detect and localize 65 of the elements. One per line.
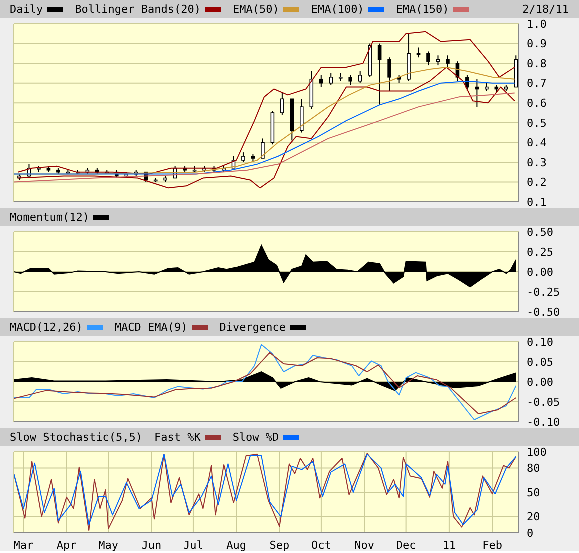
line-series: [14, 352, 517, 414]
candlestick: [358, 70, 362, 84]
y-tick-label: 0.2: [527, 176, 547, 190]
text: 2/18/11: [522, 2, 569, 16]
legend-label: Daily: [10, 2, 44, 16]
chart-title: Slow Stochastic(5,5): [10, 430, 142, 444]
y-tick-label: 50: [527, 486, 540, 500]
x-tick-label: May: [98, 538, 119, 552]
y-tick-label: 0.00: [527, 266, 554, 279]
x-tick-label: Nov: [354, 538, 375, 552]
x-tick-label: 11: [442, 538, 456, 552]
x-tick-label: Jul: [184, 538, 204, 552]
legend-label: Momentum(12): [10, 210, 90, 224]
candlestick: [300, 98, 304, 134]
y-tick-label: 0.00: [527, 376, 554, 389]
x-tick-label: Sep: [270, 538, 290, 552]
x-tick-label: Dec: [396, 538, 416, 552]
candlestick: [319, 74, 324, 88]
legend-label: Divergence: [220, 320, 286, 334]
candlestick: [436, 55, 440, 66]
candlestick: [388, 57, 392, 92]
candlestick: [261, 138, 265, 159]
legend-label: MACD(12,26): [10, 320, 83, 334]
candlestick: [378, 43, 382, 106]
legend-label: Slow %D: [232, 430, 280, 444]
y-tick-label: -0.25: [527, 286, 560, 299]
y-tick-label: 80: [527, 462, 540, 476]
y-tick-label: 0: [527, 526, 534, 540]
candlestick: [446, 55, 450, 68]
candlestick: [329, 72, 334, 86]
x-tick-label: Aug: [226, 538, 247, 552]
y-tick-label: -0.10: [527, 416, 560, 429]
y-tick-label: 0.25: [527, 246, 554, 259]
y-tick-label: 0.3: [527, 156, 547, 170]
y-tick-label: 0.1: [527, 196, 547, 209]
y-tick-label: -0.05: [527, 396, 560, 409]
legend-label: EMA(150): [396, 2, 450, 16]
y-tick-label: 0.05: [527, 356, 554, 369]
y-tick-label: -0.50: [527, 306, 560, 319]
x-tick-label: Apr: [56, 538, 78, 552]
y-tick-label: 1.0: [527, 18, 547, 31]
candlestick: [280, 92, 284, 116]
candlestick: [348, 74, 352, 86]
x-tick-label: Jun: [142, 538, 162, 552]
legend-label: EMA(50): [232, 2, 280, 16]
x-tick-label: Mar: [14, 538, 34, 552]
y-tick-label: 0.9: [527, 38, 547, 51]
candlestick: [426, 51, 430, 66]
line-series: [14, 92, 516, 183]
y-tick-label: 20: [527, 510, 540, 524]
y-tick-label: 0.5: [527, 116, 547, 130]
legend-label: Fast %K: [154, 430, 201, 444]
y-tick-label: 100: [527, 446, 547, 459]
y-tick-label: 0.50: [527, 226, 554, 239]
legend-label: EMA(100): [311, 2, 364, 16]
candlestick: [242, 152, 246, 163]
y-tick-label: 0.7: [527, 77, 547, 90]
y-tick-label: 0.4: [527, 136, 548, 150]
legend-label: Bollinger Bands(20): [75, 2, 201, 16]
legend-label: MACD EMA(9): [114, 320, 188, 334]
y-tick-label: 0.8: [527, 57, 547, 70]
y-tick-label: 0.6: [527, 97, 547, 110]
x-tick-label: Oct: [312, 538, 332, 552]
y-tick-label: 0.10: [527, 336, 554, 349]
x-tick-label: Feb: [482, 538, 503, 552]
